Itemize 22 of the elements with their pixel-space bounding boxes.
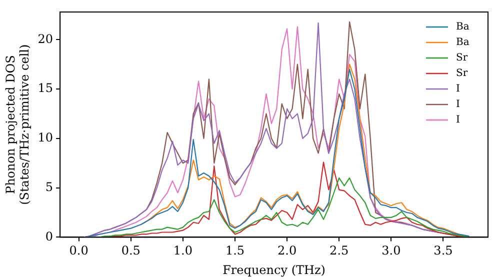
legend-label: Ba bbox=[456, 22, 470, 33]
y-tick-label: 5 bbox=[45, 180, 54, 194]
x-tick-label: 3.0 bbox=[382, 244, 401, 258]
legend-label: Ba bbox=[456, 37, 470, 48]
x-tick-label: 2.0 bbox=[278, 244, 297, 258]
x-tick-label: 0.5 bbox=[121, 244, 140, 258]
y-axis-title: Phonon projected DOS (States/THz·primitive cell) bbox=[3, 44, 32, 205]
y-tick-label: 0 bbox=[45, 229, 54, 244]
x-tick-label: 1.0 bbox=[173, 244, 192, 258]
y-tick-label: 10 bbox=[38, 130, 54, 145]
legend-label: Sr bbox=[456, 68, 468, 80]
legend-label: I bbox=[456, 84, 460, 95]
x-tick-label: 1.5 bbox=[225, 244, 245, 258]
x-tick-label: 0.0 bbox=[69, 244, 88, 258]
x-tick-label: 2.5 bbox=[330, 244, 349, 258]
x-axis-title: Frequency (THz) bbox=[222, 262, 326, 277]
legend-label: I bbox=[456, 99, 460, 110]
legend-label: I bbox=[456, 114, 460, 126]
x-tick-label: 3.5 bbox=[434, 244, 453, 258]
y-tick-label: 15 bbox=[38, 81, 54, 96]
y-tick-label: 20 bbox=[38, 32, 54, 46]
legend-label: Sr bbox=[456, 52, 468, 64]
